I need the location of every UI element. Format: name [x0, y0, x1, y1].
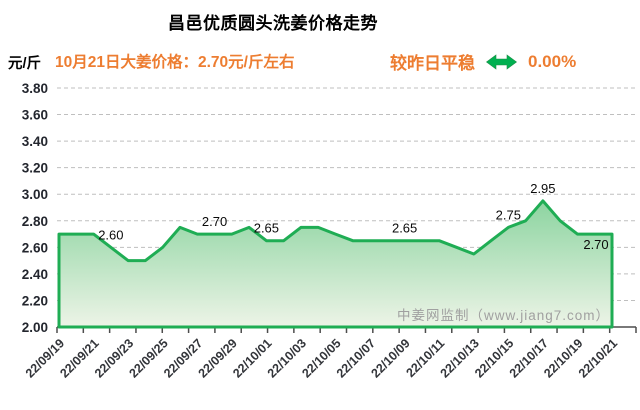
point-label: 2.75	[496, 207, 521, 222]
y-axis-label: 3.40	[22, 134, 48, 149]
y-axis-label: 3.20	[22, 161, 48, 176]
y-axis-label: 2.00	[22, 320, 48, 335]
point-label: 2.70	[583, 237, 608, 252]
y-axis-label: 2.20	[22, 293, 48, 308]
current-price-text: 10月21日大姜价格：2.70元/斤左右	[55, 54, 295, 71]
point-label: 2.70	[202, 214, 227, 229]
trend-summary: 较昨日平稳 0.00%	[390, 49, 576, 74]
point-label: 2.95	[530, 181, 555, 196]
y-axis-label: 3.00	[22, 187, 48, 202]
y-axis-label: 2.60	[22, 240, 48, 255]
point-label: 2.60	[98, 227, 123, 242]
price-area-series	[57, 199, 614, 329]
x-axis-label: 22/10/21	[576, 336, 620, 380]
chart-title: 昌邑优质圆头洗姜价格走势	[168, 14, 378, 33]
trend-percent-value: 0.00%	[528, 51, 577, 71]
watermark: 中姜网监制（www.jiang7.com）	[397, 308, 610, 323]
point-label: 2.65	[254, 221, 279, 236]
trend-status-text: 较昨日平稳	[390, 54, 475, 73]
y-axis-unit-label: 元/斤	[8, 56, 42, 72]
y-axis-label: 3.80	[22, 81, 48, 96]
point-label: 2.65	[392, 221, 417, 236]
double-headed-arrow-icon	[486, 53, 517, 70]
y-axis-label: 3.60	[22, 108, 48, 123]
y-axis-label: 2.40	[22, 267, 48, 282]
y-axis-label: 2.80	[22, 214, 48, 229]
